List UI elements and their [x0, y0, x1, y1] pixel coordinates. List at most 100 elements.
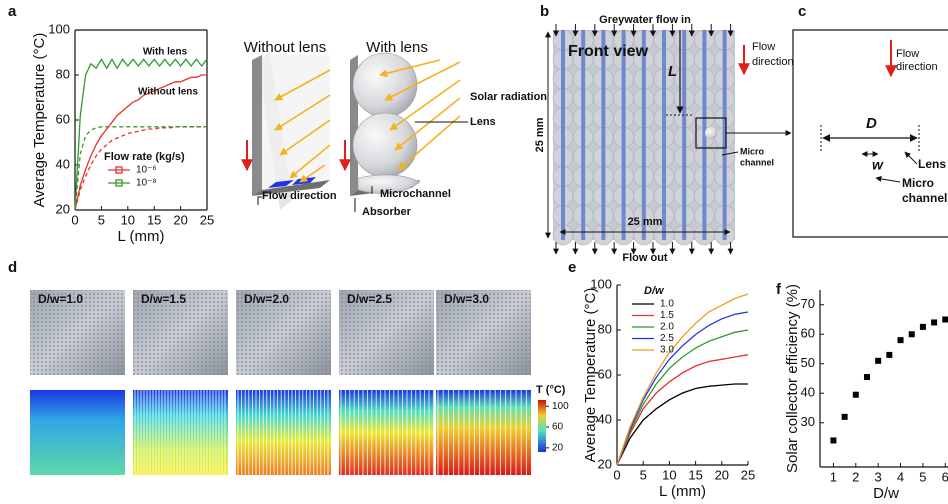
y-tick-label: 50 [801, 355, 815, 370]
shape [289, 144, 331, 179]
y-tick-label: 20 [598, 456, 612, 471]
shape [389, 79, 461, 131]
x-tick-label: 1 [830, 469, 837, 484]
shape [721, 151, 739, 156]
point [908, 331, 915, 338]
point [897, 337, 904, 344]
x-tick-label: 25 [200, 212, 214, 227]
point [919, 323, 926, 330]
shape [236, 290, 331, 375]
x-axis-label: L (mm) [659, 483, 706, 500]
label: Without lens [244, 39, 327, 56]
shape [621, 30, 626, 240]
y-tick-label: 60 [598, 366, 612, 381]
shape [236, 390, 331, 475]
shape [722, 30, 727, 240]
label: Microchannel [380, 188, 451, 200]
shape [30, 290, 125, 375]
shape [561, 30, 565, 240]
line-series [616, 329, 749, 466]
shape [339, 290, 434, 375]
x-axis-label: L (mm) [118, 228, 165, 245]
colorbar-tick-label: 20 [552, 442, 564, 453]
label: With lens [366, 39, 428, 56]
x-tick-label: 3 [875, 469, 882, 484]
point [886, 351, 893, 358]
shape [262, 55, 330, 190]
y-tick-label: 40 [801, 385, 815, 400]
x-tick-label: 0 [71, 212, 78, 227]
shape [133, 390, 228, 475]
panel-label: d [8, 259, 17, 276]
shape [274, 69, 331, 101]
x-tick-label: 5 [98, 212, 105, 227]
shape [30, 390, 125, 475]
y-tick-label: 80 [598, 321, 612, 336]
point [830, 437, 837, 444]
label: 25 mm [534, 117, 546, 152]
shape [352, 52, 418, 118]
panel-label: a [8, 3, 17, 20]
legend-label: 2.0 [660, 322, 674, 333]
shape [436, 290, 531, 375]
x-tick-label: 0 [613, 467, 620, 482]
y-tick-label: 30 [801, 414, 815, 429]
panel-label: e [568, 259, 576, 276]
image-label: D/w=3.0 [444, 292, 489, 306]
shape [299, 164, 326, 183]
label: D [866, 115, 877, 132]
shape [274, 94, 331, 131]
x-tick-label: 15 [688, 467, 702, 482]
legend-marker [115, 166, 123, 174]
x-tick-label: 5 [640, 467, 647, 482]
y-tick-label: 40 [56, 156, 70, 171]
y-tick-label: 100 [590, 276, 612, 291]
image-label: D/w=2.5 [347, 292, 392, 306]
y-tick-label: 20 [56, 201, 70, 216]
y-axis-label: Average Temperature (°C) [582, 288, 599, 463]
y-tick-label: 60 [56, 111, 70, 126]
y-axis-label: Solar collector efficiency (%) [784, 284, 801, 473]
shape [397, 115, 461, 171]
shape [875, 175, 901, 183]
shape [662, 30, 666, 240]
shape [357, 174, 421, 194]
label: Micro [740, 146, 765, 156]
shape [904, 151, 918, 165]
annotation: Without lens [138, 87, 198, 98]
x-tick-label: 20 [715, 467, 729, 482]
label: Solar radiation [470, 91, 547, 103]
x-tick-label: 2 [852, 469, 859, 484]
x-tick-label: 4 [897, 469, 904, 484]
shape [702, 30, 707, 240]
panel-label: b [540, 3, 549, 20]
shape [384, 61, 461, 101]
label: 25 mm [628, 216, 663, 228]
label: Flow [896, 48, 919, 60]
image-label: D/w=1.5 [141, 292, 186, 306]
label: direction [752, 56, 794, 68]
label: channel [902, 191, 947, 205]
shape [792, 29, 948, 238]
legend-title: D/w [644, 285, 665, 297]
shape [252, 55, 262, 196]
line-series [616, 293, 749, 466]
shape [682, 30, 687, 240]
label: Absorber [362, 206, 412, 218]
x-tick-label: 10 [662, 467, 676, 482]
image-label: D/w=1.0 [38, 292, 83, 306]
shape [133, 290, 228, 375]
shape [581, 30, 586, 240]
y-tick-label: 60 [801, 326, 815, 341]
point [931, 319, 938, 326]
shape [394, 97, 461, 151]
y-tick-label: 80 [56, 66, 70, 81]
point [942, 316, 948, 323]
shape [601, 30, 606, 240]
label: direction [896, 61, 938, 73]
label: Greywater flow in [599, 14, 691, 26]
label: w [872, 157, 884, 173]
label: Flow out [622, 252, 668, 264]
shape [705, 127, 717, 139]
colorbar-title: T (°C) [536, 384, 566, 396]
